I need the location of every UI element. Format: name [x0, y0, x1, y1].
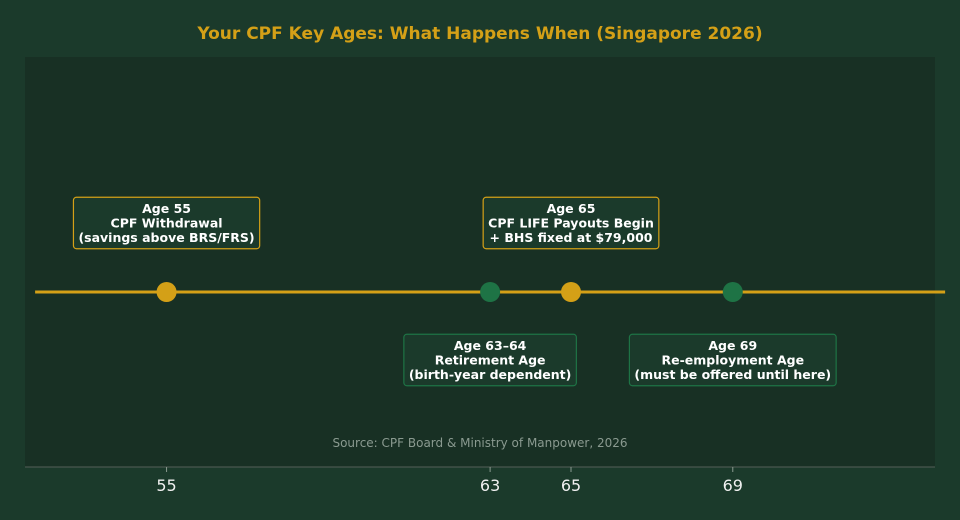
plot-area — [25, 57, 935, 467]
annotation-frame — [482, 196, 660, 250]
timeline-point — [156, 282, 177, 302]
x-tick-label: 69 — [723, 476, 743, 495]
annotation-line: Retirement Age — [435, 353, 546, 368]
x-axis-ticks: 55 63 65 69 — [156, 467, 743, 495]
annotation-line: (must be offered until here) — [634, 367, 831, 382]
timeline-point — [722, 282, 743, 302]
annotation-line: (savings above BRS/FRS) — [78, 230, 254, 245]
annotation-line: Age 63–64 — [454, 338, 527, 353]
x-tick-label: 63 — [480, 476, 500, 495]
timeline-point — [480, 282, 501, 302]
data-points — [156, 282, 743, 302]
annotation-line: + BHS fixed at $79,000 — [490, 230, 653, 245]
source-note: Source: CPF Board & Ministry of Manpower… — [332, 436, 627, 450]
x-tick-label: 55 — [156, 476, 176, 495]
annotation-line: Age 69 — [708, 338, 757, 353]
annotation-line: CPF Withdrawal — [111, 216, 223, 231]
annotation-frame — [628, 333, 837, 387]
x-tick-label: 65 — [561, 476, 581, 495]
annotation-frame — [72, 196, 261, 250]
chart-title: Your CPF Key Ages: What Happens When (Si… — [196, 24, 762, 44]
timeline-point — [561, 282, 581, 302]
annotation-line: CPF LIFE Payouts Begin — [488, 216, 654, 231]
annotation-line: Re-employment Age — [661, 353, 804, 368]
annotation-line: (birth-year dependent) — [409, 367, 572, 382]
annotation-frame — [403, 333, 577, 387]
annotation-line: Age 55 — [142, 201, 191, 216]
annotation-line: Age 65 — [547, 201, 596, 216]
